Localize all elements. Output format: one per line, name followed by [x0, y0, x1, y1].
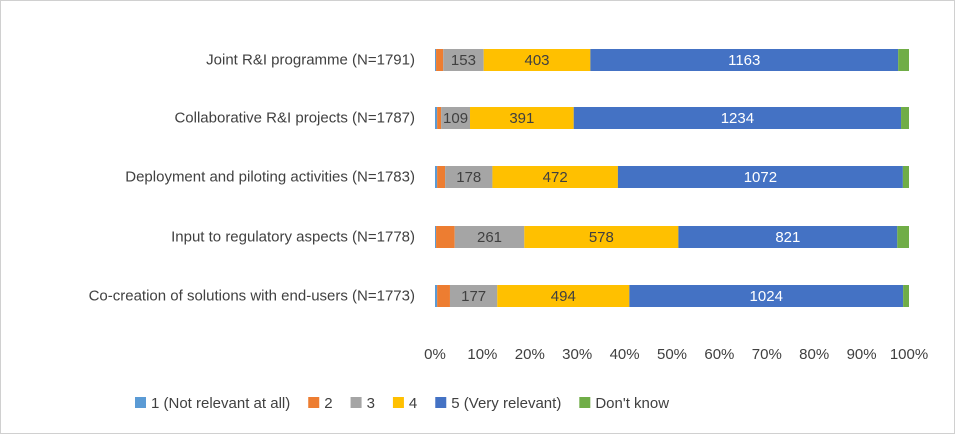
- x-tick-label: 100%: [890, 346, 928, 363]
- bar-segment: [436, 226, 455, 248]
- legend-label: Don't know: [595, 395, 669, 412]
- bar-segment: [437, 285, 450, 307]
- legend-label: 3: [367, 395, 375, 412]
- x-tick-label: 80%: [799, 346, 829, 363]
- bar-segment: [573, 107, 902, 129]
- data-label: 578: [589, 229, 614, 246]
- x-tick-label: 60%: [704, 346, 734, 363]
- bar-segment: [435, 107, 438, 129]
- data-label: 153: [451, 52, 476, 69]
- legend-label: 2: [324, 395, 332, 412]
- legend-swatch: [135, 397, 146, 408]
- bar-segment: [470, 107, 574, 129]
- data-label: 1234: [721, 110, 754, 127]
- bar-segment: [903, 285, 909, 307]
- bar-segment: [435, 166, 438, 188]
- bar-segment: [678, 226, 898, 248]
- legend-swatch: [392, 397, 404, 408]
- bar-segment: [437, 107, 442, 129]
- data-label: 391: [509, 110, 534, 127]
- legend-swatch: [579, 397, 591, 408]
- bar-segment: [435, 226, 437, 248]
- bar-segment: [445, 166, 493, 188]
- legend-swatch: [350, 397, 362, 408]
- bar-segment: [898, 49, 909, 71]
- x-tick-label: 70%: [752, 346, 782, 363]
- y-tick-label: Joint R&I programme (N=1791): [206, 51, 415, 69]
- legend-swatch: [308, 397, 320, 408]
- bar-segment: [436, 49, 444, 71]
- bar-segment: [435, 49, 437, 71]
- bar-segment: [902, 166, 909, 188]
- x-tick-label: 90%: [847, 346, 877, 363]
- y-tick-label: Co-creation of solutions with end-users …: [88, 287, 415, 305]
- data-label: 1072: [744, 169, 777, 186]
- x-tick-label: 40%: [610, 346, 640, 363]
- y-tick-label: Input to regulatory aspects (N=1778): [171, 228, 415, 246]
- bar-segment: [483, 49, 591, 71]
- bar-segment: [443, 49, 484, 71]
- category-label-box: Collaborative R&I projects (N=1787): [174, 108, 415, 129]
- y-tick-label: Collaborative R&I projects (N=1787): [174, 109, 415, 127]
- bar-segment: [492, 166, 618, 188]
- data-label: 1024: [750, 288, 783, 305]
- category-label-box: Input to regulatory aspects (N=1778): [171, 227, 415, 248]
- category-label-box: Joint R&I programme (N=1791): [206, 50, 415, 71]
- data-label: 1163: [728, 52, 760, 69]
- bar-segment: [449, 285, 498, 307]
- legend-swatch: [435, 397, 447, 408]
- bar-segment: [897, 226, 909, 248]
- data-label: 821: [775, 229, 800, 246]
- bar-segment: [497, 285, 630, 307]
- bar-segment: [617, 166, 903, 188]
- data-label: 177: [461, 288, 486, 305]
- data-label: 261: [477, 229, 502, 246]
- y-tick-label: Deployment and piloting activities (N=17…: [125, 168, 415, 186]
- bar-segment: [524, 226, 679, 248]
- data-label: 472: [543, 169, 568, 186]
- legend-label: 1 (Not relevant at all): [151, 395, 290, 412]
- category-label-box: Deployment and piloting activities (N=17…: [125, 167, 415, 188]
- x-tick-label: 10%: [467, 346, 497, 363]
- legend-label: 4: [409, 395, 417, 412]
- data-label: 403: [525, 52, 550, 69]
- legend-label: 5 (Very relevant): [451, 395, 561, 412]
- bar-segment: [437, 166, 446, 188]
- x-tick-label: 50%: [657, 346, 687, 363]
- x-tick-label: 20%: [515, 346, 545, 363]
- x-tick-label: 0%: [424, 346, 446, 363]
- bar-segment: [441, 107, 471, 129]
- data-label: 109: [443, 110, 468, 127]
- bar-segment: [454, 226, 525, 248]
- bar-segment: [629, 285, 904, 307]
- x-tick-label: 30%: [562, 346, 592, 363]
- category-label-box: Co-creation of solutions with end-users …: [89, 286, 415, 307]
- bar-segment: [590, 49, 899, 71]
- bar-segment: [901, 107, 909, 129]
- data-label: 494: [551, 288, 576, 305]
- bar-segment: [435, 285, 438, 307]
- data-label: 178: [456, 169, 481, 186]
